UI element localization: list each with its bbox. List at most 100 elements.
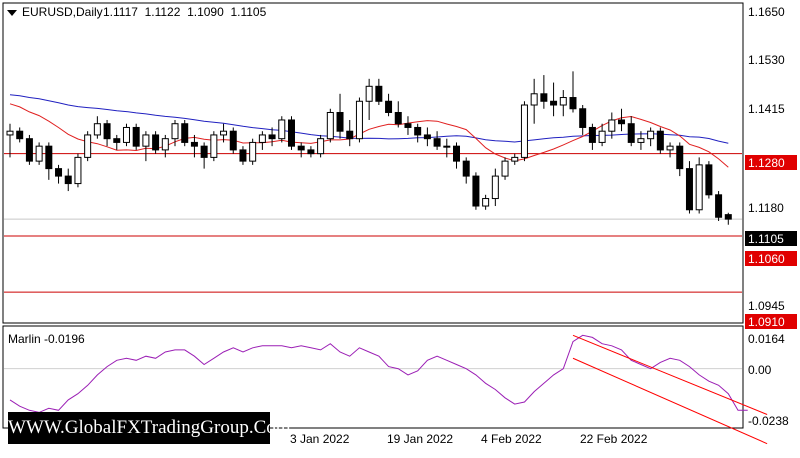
ma-slow xyxy=(9,94,729,144)
candles xyxy=(6,71,732,225)
indicator-pane-frame xyxy=(2,325,744,429)
candle-body xyxy=(443,145,451,148)
menu-triangle-icon[interactable] xyxy=(7,10,17,16)
candle-body xyxy=(307,149,315,155)
candle-body xyxy=(220,130,228,136)
date-label: 3 Jan 2022 xyxy=(290,432,350,446)
candle-body xyxy=(511,156,519,162)
candle-body xyxy=(666,145,674,151)
main-pane-frame xyxy=(2,2,744,324)
price-tick-label: 1.1415 xyxy=(748,102,785,116)
ohlc-readout: 1.1117 1.1122 1.1090 1.1105 xyxy=(103,5,267,19)
indicator-label: Marlin -0.0196 xyxy=(8,332,85,346)
down-channel xyxy=(572,334,768,445)
candle-body xyxy=(647,130,655,140)
level-label-box xyxy=(745,314,797,329)
marlin-line xyxy=(9,334,748,413)
candle-body xyxy=(423,134,431,140)
candle-body xyxy=(16,130,24,140)
level-label-box xyxy=(745,251,797,266)
candle-body xyxy=(491,175,499,200)
candle-body xyxy=(297,145,305,151)
channel-lower-line xyxy=(572,357,768,445)
candle-body xyxy=(122,126,130,143)
candle-body xyxy=(268,134,276,140)
candle-body xyxy=(326,111,334,140)
candle-body xyxy=(142,134,150,147)
date-label: 22 Feb 2022 xyxy=(580,432,648,446)
candle-body xyxy=(336,111,344,132)
candle-body xyxy=(394,111,402,125)
candle-body xyxy=(84,134,92,158)
candle-body xyxy=(462,160,470,177)
candle-body xyxy=(55,168,63,177)
price-tick-label: 1.0945 xyxy=(748,299,785,313)
indicator-tick-label: -0.0238 xyxy=(748,414,789,428)
candle-body xyxy=(152,134,160,151)
candle-body xyxy=(258,134,266,143)
candle-body xyxy=(45,145,53,170)
candle-body xyxy=(414,126,422,136)
candle-body xyxy=(6,130,14,136)
candle-body xyxy=(190,141,198,147)
candle-body xyxy=(181,123,189,143)
candle-body xyxy=(715,194,723,218)
candle-body xyxy=(550,100,558,106)
horizontal-levels xyxy=(4,153,742,293)
candle-body xyxy=(249,141,257,162)
candle-body xyxy=(705,164,713,196)
price-tick-label: 1.1180 xyxy=(748,201,784,215)
candle-body xyxy=(278,119,286,140)
marlin-oscillator xyxy=(4,334,748,413)
candle-body xyxy=(171,123,179,140)
candle-body xyxy=(637,138,645,143)
candle-body xyxy=(724,214,732,220)
indicator-tick-label: 0.00 xyxy=(748,363,772,377)
candle-body xyxy=(685,168,693,211)
candle-body xyxy=(598,130,606,143)
candle-body xyxy=(229,130,237,151)
candle-body xyxy=(25,138,33,162)
candle-body xyxy=(627,123,635,143)
candle-body xyxy=(113,138,121,143)
candle-body xyxy=(346,130,354,140)
candle-body xyxy=(656,130,664,151)
candle-body xyxy=(375,85,383,102)
candle-body xyxy=(618,119,626,125)
candle-body xyxy=(501,160,509,177)
candle-body xyxy=(588,126,596,143)
date-label: 19 Jan 2022 xyxy=(387,432,453,446)
candle-body xyxy=(385,100,393,113)
candle-body xyxy=(287,119,295,147)
channel-upper-line xyxy=(572,334,768,415)
candle-body xyxy=(210,134,218,158)
candle-body xyxy=(74,156,82,185)
candle-body xyxy=(676,145,684,170)
candle-body xyxy=(530,93,538,106)
level-label: 1.1280 xyxy=(748,156,785,170)
candle-body xyxy=(132,126,140,147)
symbol-timeframe: EURUSD,Daily xyxy=(22,5,103,19)
candle-body xyxy=(200,145,208,158)
candle-body xyxy=(608,119,616,132)
candle-body xyxy=(433,138,441,147)
candle-body xyxy=(365,85,373,102)
candle-body xyxy=(520,104,528,158)
candle-body xyxy=(35,145,43,162)
candle-body xyxy=(239,149,247,162)
candle-body xyxy=(695,164,703,211)
candle-body xyxy=(472,175,480,207)
candle-body xyxy=(569,97,577,110)
price-tick-label: 1.1530 xyxy=(748,53,785,67)
candle-body xyxy=(559,97,567,106)
candle-body xyxy=(103,123,111,140)
indicator-tick-label: 0.0164 xyxy=(748,332,785,346)
watermark: WWW.GlobalFXTradingGroup.Com xyxy=(8,412,291,444)
price-tick-label: 1.1650 xyxy=(748,5,785,19)
candle-body xyxy=(540,93,548,102)
date-label: 4 Feb 2022 xyxy=(481,432,542,446)
current-price-box xyxy=(745,231,797,246)
level-label: 1.1060 xyxy=(748,252,785,266)
